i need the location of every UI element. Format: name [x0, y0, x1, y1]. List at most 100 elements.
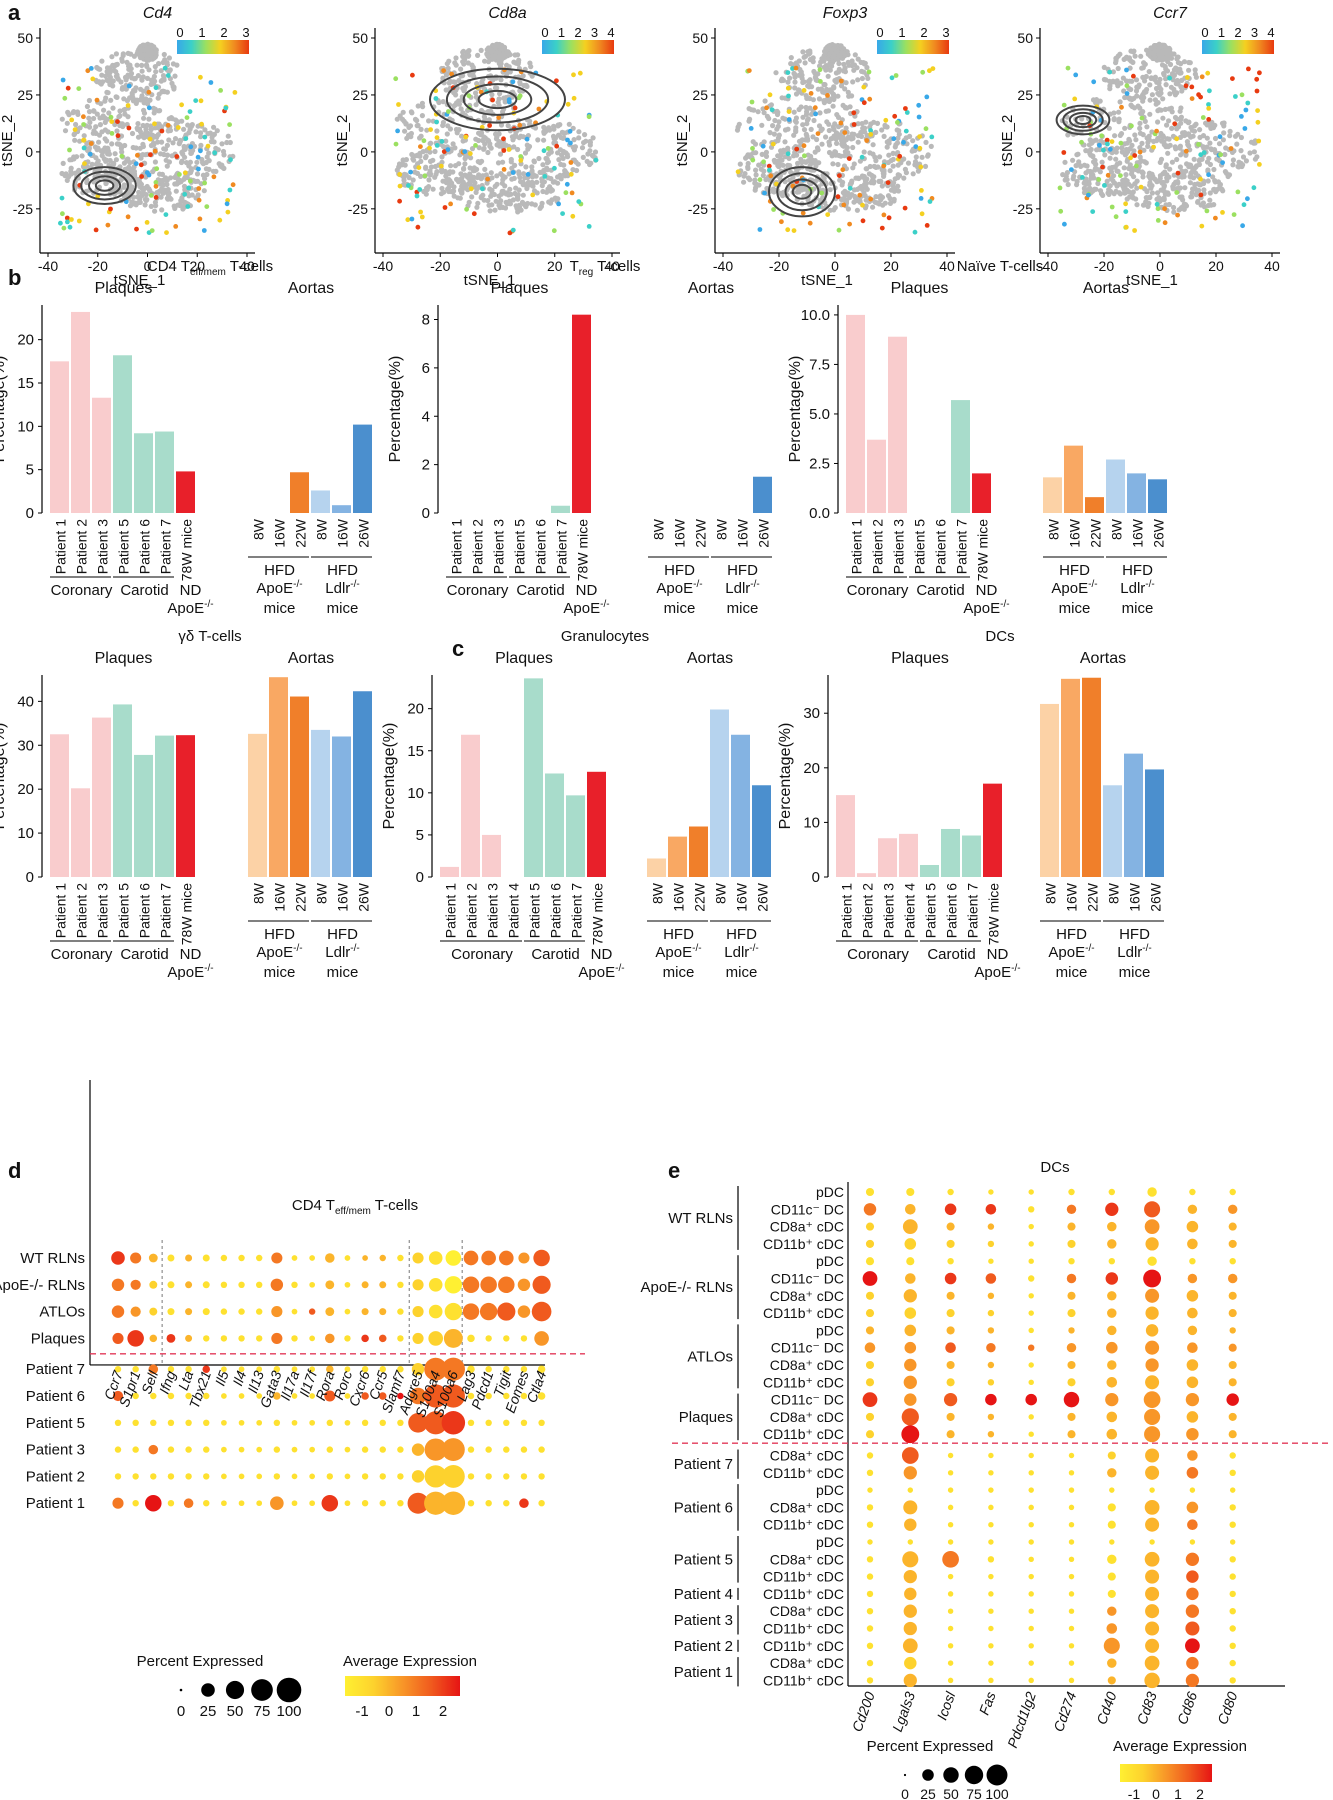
color-scale-tick: 3 — [942, 25, 949, 40]
expressing-cell-point — [1257, 162, 1262, 167]
color-scale-tick: 1 — [198, 25, 205, 40]
cell-point — [850, 79, 856, 85]
cell-point — [153, 69, 159, 75]
cell-point — [458, 178, 464, 184]
plaques-header: Plaques — [491, 280, 549, 297]
cell-point — [140, 74, 146, 80]
dot-atlos-cxcr6 — [361, 1308, 369, 1316]
coronary-label: Coronary — [847, 946, 909, 963]
cell-point — [409, 151, 415, 158]
cell-point — [500, 174, 506, 180]
size-legend-title: Percent Expressed — [137, 1653, 264, 1670]
cell-point — [1137, 154, 1143, 160]
cell-point — [402, 162, 408, 168]
dot-cd83 — [1147, 1187, 1157, 1197]
cell-point — [788, 61, 794, 67]
expressing-cell-point — [464, 206, 469, 212]
cell-point — [124, 158, 130, 164]
dot-patient-2-rora — [326, 1473, 334, 1480]
category-label: Patient 5 — [116, 883, 132, 938]
cell-point — [178, 179, 184, 185]
dot-cd86 — [1186, 1220, 1199, 1233]
dot-cd274 — [1066, 1342, 1077, 1353]
cell-point — [1119, 145, 1125, 151]
cell-point — [490, 77, 496, 83]
cell-point — [414, 170, 421, 176]
cell-point — [805, 78, 812, 84]
cell-point — [864, 64, 870, 71]
cell-point — [67, 157, 73, 163]
dot-patient-2-il5 — [221, 1473, 227, 1480]
expressing-cell-point — [912, 229, 918, 235]
dot-wt-rlns-il4 — [238, 1254, 245, 1262]
expressing-cell-point — [556, 201, 561, 207]
cell-point — [105, 148, 111, 154]
color-scale-tick: 4 — [607, 25, 614, 40]
bar-5 — [941, 828, 960, 877]
expressing-cell-point — [1061, 150, 1067, 155]
dot-patient-2-il13 — [256, 1473, 263, 1480]
cell-point — [773, 70, 779, 76]
expressing-cell-point — [496, 115, 502, 120]
cell-point — [459, 182, 465, 188]
dot-patient-7-slamf7 — [397, 1365, 404, 1373]
expressing-cell-point — [153, 195, 159, 200]
expressing-cell-point — [428, 127, 433, 132]
expressing-cell-point — [800, 210, 806, 216]
cell-point — [489, 92, 495, 98]
cell-point — [1165, 50, 1171, 57]
y-tick-label: 25 — [352, 87, 368, 103]
dot-wt-rlns-il17f — [309, 1255, 316, 1261]
cell-point — [549, 187, 556, 193]
dot-apoe-rlns-sell — [149, 1280, 158, 1289]
cell-point — [97, 122, 103, 128]
cell-point — [1177, 144, 1183, 150]
expressing-cell-point — [205, 143, 211, 149]
cell-point — [873, 194, 879, 200]
expressing-cell-point — [434, 143, 440, 148]
cell-point — [844, 145, 850, 151]
dot-wt-rlns-ccr7 — [111, 1251, 125, 1265]
x-tick-label: -40 — [713, 258, 733, 274]
expressing-cell-point — [506, 97, 512, 103]
expressing-cell-point — [541, 148, 547, 154]
cell-point — [1140, 132, 1146, 138]
dot-icosl — [946, 1239, 955, 1248]
dot-atlos-sell — [149, 1307, 158, 1316]
dot-fas — [988, 1258, 994, 1264]
cell-point — [779, 157, 785, 163]
cell-point — [1090, 97, 1097, 103]
category-label: 26W — [1151, 518, 1167, 548]
mice-label: mice — [264, 600, 296, 617]
dot-apoe-rlns-gata3 — [270, 1278, 284, 1292]
expressing-cell-point — [393, 76, 399, 82]
dot-patient-5-eomes — [520, 1419, 528, 1427]
expressing-cell-point — [1196, 142, 1201, 147]
cell-point — [1093, 186, 1099, 192]
cell-point — [780, 115, 786, 121]
dot-apoe-rlns-cxcr6 — [361, 1281, 369, 1289]
dot-apoe-rlns-lta — [185, 1281, 193, 1289]
bar-11 — [710, 709, 729, 877]
y-axis-label: Percentage(%) — [787, 356, 804, 463]
dot-cd80 — [1228, 1239, 1237, 1248]
cell-point — [122, 142, 128, 149]
size-legend-dot — [179, 1688, 183, 1692]
cell-point — [87, 119, 93, 125]
cell-point — [561, 162, 567, 168]
category-label: Patient 6 — [548, 883, 564, 938]
dot-apoe-rlns-il17f — [309, 1281, 316, 1288]
size-legend-tick: 0 — [177, 1703, 185, 1720]
y-tick-label: -25 — [13, 201, 33, 217]
dot-patient-3-lag3 — [467, 1446, 475, 1453]
category-label: 16W — [1067, 518, 1083, 548]
bar-6 — [962, 835, 981, 877]
dot-patient-6-tbx21 — [203, 1392, 210, 1400]
cell-point — [1163, 164, 1169, 170]
size-legend-tick: 75 — [254, 1703, 271, 1720]
cell-point — [585, 151, 591, 157]
dot-pdcd1lg2 — [1028, 1275, 1035, 1282]
cell-point — [516, 169, 522, 175]
cell-point — [891, 188, 898, 194]
